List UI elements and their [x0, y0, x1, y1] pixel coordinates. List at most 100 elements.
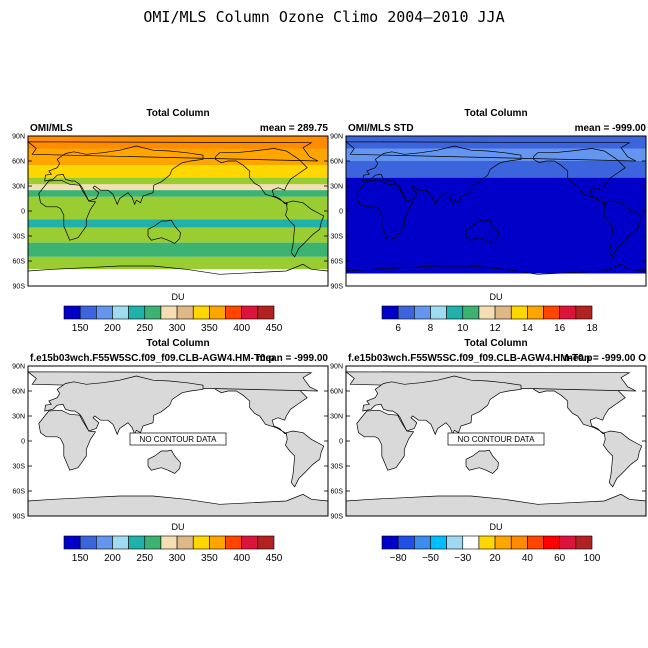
contour-band [28, 165, 328, 178]
colorbar-tick-label: 450 [266, 323, 283, 334]
panel-model: Total Column f.e15b03wch.F55W5SC.f09_f09… [12, 338, 329, 564]
continent-australia [147, 449, 181, 474]
contour-band [28, 148, 328, 166]
colorbar-tick-label: 450 [266, 553, 283, 564]
lat-label: 90S [331, 284, 344, 291]
contour-band [28, 242, 328, 257]
contour-band [346, 148, 646, 161]
colorbar-tick-label: 150 [72, 323, 89, 334]
colorbar-tick-label: 200 [104, 323, 121, 334]
continent-europe-asia [362, 145, 522, 206]
colorbar-tick-label: 300 [169, 323, 186, 334]
panel-mean-label: mean = -999.00 [256, 353, 328, 364]
colorbar-tick-label: 200 [104, 553, 121, 564]
continent-europe-asia [44, 375, 204, 436]
colorbar-swatch [176, 535, 194, 550]
colorbar-swatch [575, 535, 593, 550]
panel-title: Total Column [464, 108, 528, 119]
panel-omi-mls: Total Column OMI/MLS mean = 289.75 90N 60… [12, 108, 329, 334]
lat-label: 90N [330, 364, 343, 371]
colorbar-swatch [527, 305, 544, 320]
continent-africa [38, 409, 97, 471]
colorbar-tick-label: 20 [490, 553, 502, 564]
lat-label: 60S [331, 489, 344, 496]
colorbar: 6 8 10 12 14 16 18 [381, 305, 598, 334]
panel-left-label: f.e15b03wch.F55W5SC.f09_f09.CLB-AGW4.HM-… [30, 353, 275, 364]
colorbar-label: DU [489, 292, 503, 302]
colorbar-swatch [559, 535, 577, 550]
panel-left-label: OMI/MLS [30, 123, 73, 134]
colorbar-swatch [397, 535, 415, 550]
colorbar-tick-label: 400 [233, 553, 250, 564]
colorbar-tick-label: −80 [390, 553, 407, 564]
colorbar-tick-label: 12 [490, 323, 502, 334]
colorbar-label: DU [489, 522, 503, 532]
contour-band [28, 227, 328, 243]
contour-band [28, 190, 328, 197]
panel-omi-mls-std: Total Column OMI/MLS STD mean = -999.00 … [330, 108, 647, 334]
lat-label: 60N [12, 389, 25, 396]
lat-label: 30S [331, 464, 344, 471]
colorbar-tick-label: 40 [522, 553, 534, 564]
colorbar-tick-label: 250 [136, 323, 153, 334]
colorbar-swatch [510, 535, 528, 550]
colorbar-swatch [160, 305, 178, 320]
std-map: 90N 60N 30N 0 30S 60S 90S [330, 134, 647, 291]
colorbar-swatch [494, 305, 512, 320]
colorbar-swatch [478, 535, 496, 550]
lat-label: 90S [13, 284, 26, 291]
difference-map: 90N 60N 30N 0 30S 60S 90S NO CONTOUR DATA [330, 364, 647, 521]
colorbar-swatch [462, 535, 480, 550]
lat-label: 90S [13, 514, 26, 521]
colorbar-tick-label: 100 [584, 553, 601, 564]
colorbar-label: DU [171, 292, 185, 302]
colorbar-label: DU [171, 522, 185, 532]
lat-label: 60S [331, 259, 344, 266]
panel-difference: Total Column f.e15b03wch.F55W5SC.f09_f09… [330, 338, 647, 564]
lat-label: 90N [12, 134, 25, 141]
contour-band [28, 219, 328, 228]
colorbar: 150 200 250 300 350 400 450 [63, 535, 283, 564]
colorbar-swatch [257, 305, 275, 320]
continent-africa [356, 179, 415, 241]
panel-left-label: OMI/MLS STD [348, 123, 414, 134]
continent-europe-asia [362, 375, 522, 436]
colorbar-swatch [414, 305, 431, 320]
continent-south-america [603, 430, 643, 488]
colorbar-tick-label: 60 [554, 553, 566, 564]
panel-mean-label: mean = 289.75 [259, 123, 328, 134]
contour-band [28, 177, 328, 185]
colorbar-swatch [176, 305, 194, 320]
lat-label: 30S [13, 464, 26, 471]
continent-north-america [533, 148, 626, 205]
lat-label: 60N [330, 389, 343, 396]
lat-label: 0 [339, 209, 343, 216]
panel-title: Total Column [464, 338, 528, 349]
lat-label: 60N [12, 159, 25, 166]
colorbar-tick-label: 14 [522, 323, 534, 334]
contour-band [28, 196, 328, 220]
no-contour-data-label: NO CONTOUR DATA [458, 435, 536, 444]
colorbar-tick-label: 6 [395, 323, 401, 334]
lat-label: 60S [13, 489, 26, 496]
colorbar-swatch [79, 305, 97, 320]
colorbar-swatch [543, 535, 560, 550]
contour-band [28, 256, 328, 270]
colorbar-swatch [381, 305, 399, 320]
colorbar-swatch [446, 305, 464, 320]
lat-label: 60N [330, 159, 343, 166]
colorbar-swatch [112, 305, 129, 320]
panel-mean-label: mean = -999.00 O [564, 353, 646, 364]
colorbar-swatch [225, 305, 242, 320]
colorbar-swatch [527, 535, 544, 550]
colorbar-swatch [209, 535, 226, 550]
continent-greenland [345, 141, 637, 162]
colorbar-swatch [510, 305, 528, 320]
lat-label: 0 [21, 209, 25, 216]
contour-band [346, 161, 646, 178]
colorbar-swatch [144, 305, 162, 320]
colorbar-swatch [79, 535, 97, 550]
lat-label: 30N [330, 184, 343, 191]
colorbar-tick-label: 8 [428, 323, 434, 334]
colorbar-tick-label: 250 [136, 553, 153, 564]
